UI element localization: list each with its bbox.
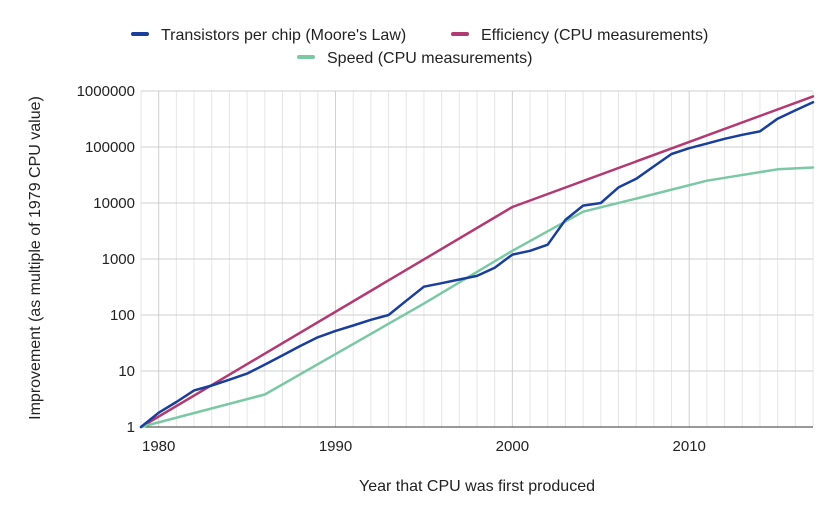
x-axis-title: Year that CPU was first produced — [359, 478, 595, 495]
y-tick-label: 100 — [110, 307, 135, 324]
y-tick-label: 10 — [118, 363, 135, 380]
y-tick-label: 10000 — [93, 195, 135, 212]
y-tick-label: 100000 — [85, 139, 135, 156]
x-tick-label: 1990 — [319, 438, 352, 455]
x-tick-label: 2000 — [496, 438, 529, 455]
y-tick-label: 1 — [127, 419, 135, 436]
series-line-2 — [139, 166, 815, 429]
series-line-1 — [139, 95, 815, 429]
x-tick-label: 1980 — [142, 438, 175, 455]
legend-label: Efficiency (CPU measurements) — [481, 27, 708, 44]
y-tick-label: 1000 — [102, 251, 135, 268]
axis-ticks: 1 10 100 1000 10000 100000 1000000 1980 1990 2000… — [77, 83, 706, 455]
legend-label: Speed (CPU measurements) — [327, 50, 532, 67]
series-line-0 — [139, 100, 815, 429]
legend-label: Transistors per chip (Moore's Law) — [161, 27, 406, 44]
x-tick-label: 2010 — [673, 438, 706, 455]
y-axis-title: Improvement (as multiple of 1979 CPU val… — [27, 96, 44, 420]
legend: Transistors per chip (Moore's Law) Effici… — [131, 27, 708, 67]
grid — [140, 90, 814, 428]
series-layer — [139, 95, 815, 429]
y-tick-label: 1000000 — [77, 83, 135, 100]
